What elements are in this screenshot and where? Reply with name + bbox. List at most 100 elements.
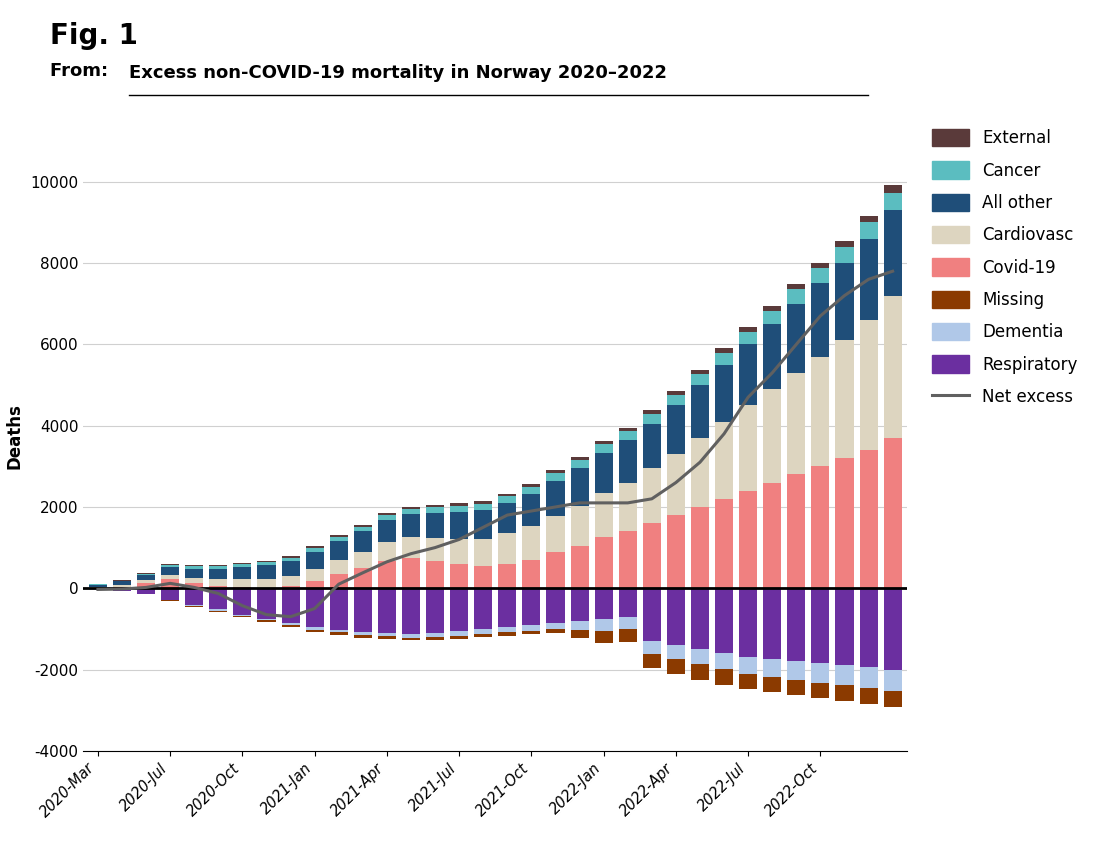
Bar	[715, 422, 733, 499]
Bar	[354, 589, 372, 632]
Bar	[474, 589, 492, 629]
Bar	[667, 454, 684, 515]
Bar	[234, 616, 252, 618]
Bar	[329, 630, 347, 633]
Bar	[474, 501, 492, 504]
Bar	[884, 211, 902, 296]
Bar	[715, 499, 733, 589]
Bar	[209, 610, 227, 612]
Bar	[691, 507, 709, 589]
Bar	[257, 579, 276, 588]
Bar	[234, 564, 252, 567]
Bar	[667, 406, 684, 454]
Bar	[474, 633, 492, 637]
Bar	[185, 569, 204, 578]
Bar	[764, 306, 781, 311]
Bar	[282, 557, 299, 561]
Bar	[185, 583, 204, 589]
Bar	[499, 633, 516, 636]
Bar	[643, 523, 661, 589]
Bar	[667, 515, 684, 589]
Bar	[859, 667, 877, 688]
Bar	[499, 533, 516, 564]
Bar	[378, 636, 396, 639]
Bar	[522, 526, 541, 560]
Bar	[137, 583, 155, 589]
Bar	[522, 560, 541, 589]
Bar	[764, 389, 781, 482]
Bar	[185, 578, 204, 583]
Bar	[257, 589, 276, 619]
Bar	[306, 569, 324, 581]
Bar	[402, 513, 420, 538]
Bar	[764, 589, 781, 659]
Bar	[546, 470, 564, 473]
Bar	[643, 411, 661, 414]
Bar	[474, 539, 492, 566]
Bar	[402, 508, 420, 513]
Bar	[282, 589, 299, 623]
Bar	[691, 665, 709, 680]
Bar	[450, 539, 469, 564]
Bar	[306, 630, 324, 632]
Bar	[571, 506, 589, 545]
Text: Fig. 1: Fig. 1	[50, 22, 138, 49]
Bar	[257, 565, 276, 579]
Bar	[522, 487, 541, 494]
Bar	[450, 632, 469, 636]
Bar	[546, 623, 564, 629]
Bar	[306, 581, 324, 589]
Bar	[739, 406, 757, 491]
Bar	[884, 691, 902, 707]
Bar	[329, 537, 347, 541]
Bar	[450, 506, 469, 512]
Bar	[114, 584, 131, 587]
Bar	[402, 633, 420, 638]
Bar	[234, 579, 252, 588]
Bar	[643, 654, 661, 668]
Bar	[209, 565, 227, 566]
Bar	[787, 661, 806, 680]
Bar	[619, 482, 637, 532]
Bar	[836, 458, 854, 589]
Bar	[234, 614, 252, 616]
Bar	[546, 516, 564, 552]
Bar	[571, 460, 589, 469]
Bar	[209, 579, 227, 586]
Bar	[161, 579, 179, 589]
Bar	[450, 512, 469, 539]
Bar	[643, 641, 661, 654]
Bar	[859, 216, 877, 222]
Bar	[282, 576, 299, 586]
Bar	[499, 589, 516, 627]
Bar	[306, 551, 324, 569]
Bar	[234, 589, 252, 614]
Bar	[884, 296, 902, 438]
Bar	[619, 432, 637, 440]
Bar	[378, 633, 396, 636]
Bar	[426, 633, 444, 637]
Bar	[209, 589, 227, 609]
Bar	[739, 491, 757, 589]
Bar	[594, 631, 612, 643]
Bar	[811, 262, 829, 268]
Bar	[739, 344, 757, 406]
Bar	[546, 473, 564, 481]
Bar	[499, 496, 516, 503]
Bar	[594, 538, 612, 589]
Bar	[161, 564, 179, 567]
Bar	[426, 513, 444, 538]
Bar	[836, 589, 854, 665]
Bar	[522, 494, 541, 526]
Bar	[811, 589, 829, 664]
Bar	[787, 475, 806, 589]
Bar	[764, 677, 781, 692]
Bar	[426, 561, 444, 589]
Bar	[764, 482, 781, 589]
Bar	[329, 589, 347, 630]
Bar	[643, 589, 661, 641]
Bar	[836, 665, 854, 685]
Bar	[450, 589, 469, 632]
Bar	[329, 633, 347, 634]
Bar	[306, 548, 324, 551]
